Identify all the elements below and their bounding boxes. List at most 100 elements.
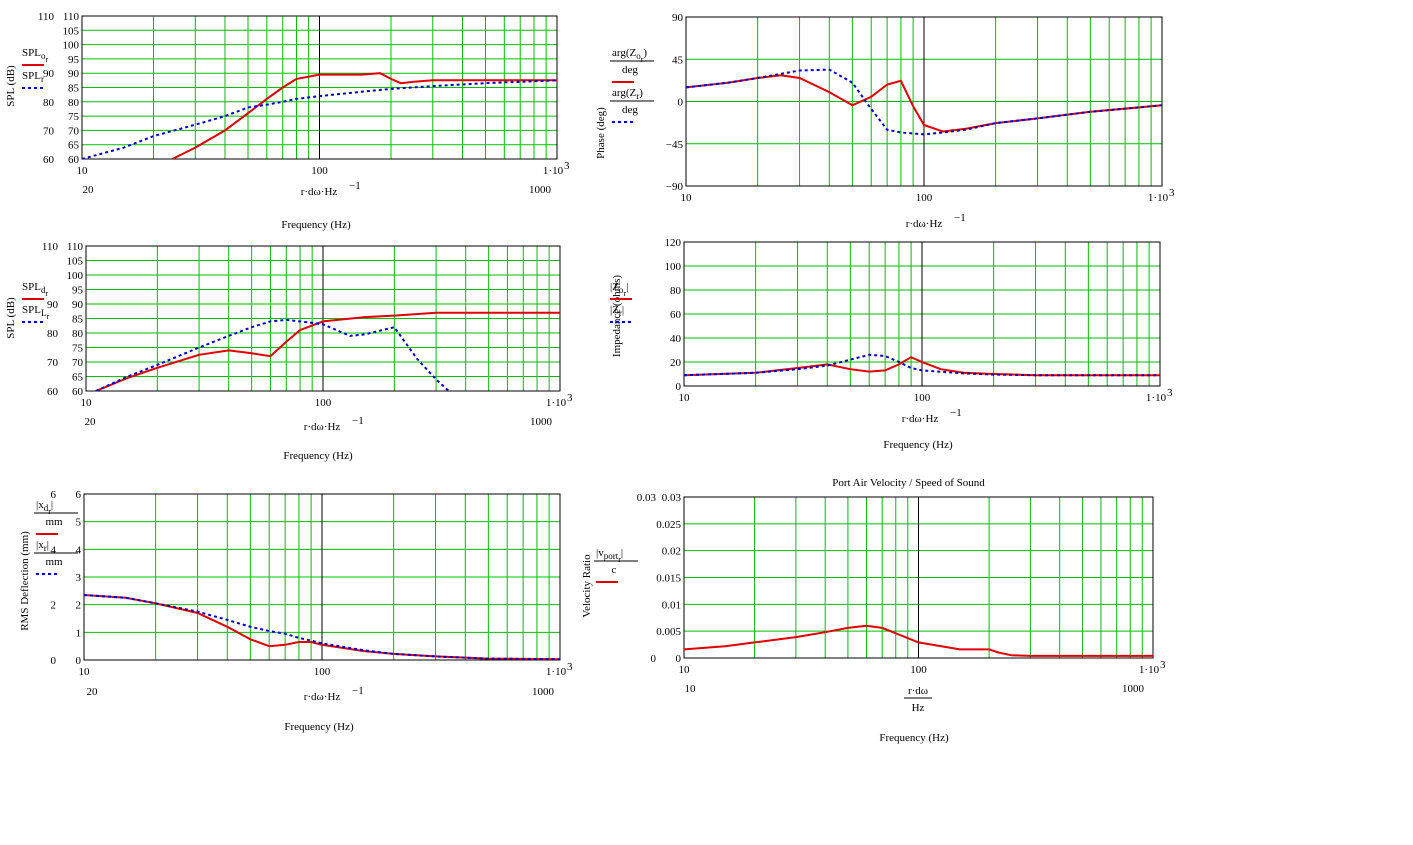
x-tick-label: 10 <box>681 192 693 204</box>
plot-frame <box>685 16 1163 187</box>
x-axis-expression: r·dω <box>908 685 928 697</box>
y-tick-label: 0 <box>76 655 82 667</box>
y-tick-label: 90 <box>68 68 80 80</box>
y-tick-label: 100 <box>67 270 84 282</box>
x-tick-labels: 10 100 1·10 3 20 1000 <box>77 160 571 196</box>
x-tick-label-exponent: 3 <box>567 392 573 404</box>
legend-entry: |xdr|mm <box>34 499 78 535</box>
plot-frame <box>83 493 561 661</box>
y-tick-labels: 110 105 100 95 90 85 80 75 70 65 60 <box>63 11 80 166</box>
legend-label: |Zor| <box>610 281 628 298</box>
y-tick-label: 75 <box>68 111 80 123</box>
legend: SPLor SPLr <box>22 47 48 89</box>
y-tick-label: 110 <box>67 241 84 253</box>
x-tick-label: 100 <box>910 664 927 676</box>
y-tick-label: 0.005 <box>656 626 681 638</box>
x-axis-title: Frequency (Hz) <box>883 439 953 451</box>
x-tick-label: 100 <box>311 165 328 177</box>
series-solid-line <box>684 356 1160 377</box>
legend-label: SPLor <box>22 47 48 64</box>
y-tick-label: 95 <box>72 285 84 297</box>
y-tick-label-secondary: 0 <box>51 655 57 667</box>
x-tick-label: 100 <box>315 397 332 409</box>
y-tick-label: 85 <box>72 314 84 326</box>
y-tick-label: 95 <box>68 54 80 66</box>
legend: SPLdr SPLLr <box>22 281 49 323</box>
legend-label: SPLLr <box>22 304 49 321</box>
x-axis-label: r·dω Hz <box>904 685 932 714</box>
x-axis-exponent: −1 <box>950 407 962 419</box>
x-tick-label-lower: 1000 <box>1122 683 1145 695</box>
x-axis-label: r·dω·Hz −1 <box>304 685 364 703</box>
y-tick-label: 75 <box>72 343 84 355</box>
x-axis-denominator: Hz <box>912 702 925 714</box>
legend-entry: arg(Zr) deg <box>610 87 654 123</box>
y-tick-label-secondary: 80 <box>43 97 55 109</box>
legend-label: arg(Zor) <box>612 47 647 64</box>
y-tick-label-secondary: 0.03 <box>637 492 657 504</box>
legend-label: SPLr <box>22 70 44 84</box>
legend-entry: SPLr <box>22 70 44 89</box>
legend-denominator: mm <box>45 556 63 568</box>
y-tick-label: 85 <box>68 83 80 95</box>
x-axis-label: r·dω·Hz −1 <box>304 415 364 433</box>
x-axis-expression: r·dω·Hz <box>304 421 341 433</box>
y-tick-label: 105 <box>63 25 80 37</box>
x-tick-label: 1·10 <box>546 397 567 409</box>
x-tick-label-lower: 10 <box>685 683 697 695</box>
y-tick-label: 0.01 <box>662 599 681 611</box>
plot-frame <box>683 241 1161 387</box>
x-axis-expression: r·dω·Hz <box>906 218 943 230</box>
y-tick-label: 70 <box>72 357 84 369</box>
y-tick-label: 3 <box>76 572 82 584</box>
y-tick-label: 80 <box>68 97 80 109</box>
y-tick-label-secondary: 60 <box>43 154 55 166</box>
legend-entry: |xr| mm <box>34 539 78 575</box>
legend-entry: arg(Zor)deg <box>610 47 654 83</box>
y-tick-label: 80 <box>670 285 682 297</box>
legend-denominator: deg <box>622 104 638 116</box>
x-tick-label: 100 <box>914 392 931 404</box>
y-tick-label-secondary: 6 <box>51 489 57 501</box>
y-tick-label-secondary: 0 <box>651 653 657 665</box>
x-axis-label: r·dω·Hz −1 <box>902 407 962 425</box>
x-tick-label: 100 <box>916 192 933 204</box>
y-tick-label: −90 <box>666 181 684 193</box>
legend-entry: |Zor| <box>610 281 632 300</box>
y-axis-label: RMS Deflection (mm) <box>19 531 31 631</box>
y-tick-label: 90 <box>672 12 684 24</box>
y-tick-label-secondary: 90 <box>47 299 59 311</box>
legend-denominator: mm <box>45 516 63 528</box>
y-tick-label: 0 <box>676 653 682 665</box>
y-tick-label: 0 <box>678 97 684 109</box>
y-tick-label: 120 <box>665 237 682 249</box>
y-tick-label: 80 <box>72 328 84 340</box>
y-tick-label: 1 <box>76 627 82 639</box>
y-tick-label: 70 <box>68 125 80 137</box>
y-tick-label: 0 <box>676 381 682 393</box>
x-tick-label-lower: 1000 <box>529 184 552 196</box>
series-solid-line <box>95 311 560 391</box>
y-tick-label: 0.015 <box>656 573 681 585</box>
y-tick-labels-secondary: 110 90 80 70 60 <box>42 241 59 398</box>
x-tick-label: 10 <box>679 392 691 404</box>
y-tick-labels-secondary: 0.03 0 <box>637 492 657 665</box>
y-tick-label: 60 <box>72 386 84 398</box>
y-axis-label: Impedance (ohms) <box>611 275 623 357</box>
series-solid-line <box>686 74 1162 133</box>
plot-frame <box>81 15 558 160</box>
y-tick-label: 0.02 <box>662 546 681 558</box>
y-tick-label: 20 <box>670 357 682 369</box>
y-tick-label: 40 <box>670 333 682 345</box>
legend-entry: SPLLr <box>22 304 49 323</box>
y-tick-label: 5 <box>76 517 82 529</box>
x-axis-exponent: −1 <box>954 212 966 224</box>
y-tick-label: 65 <box>68 140 80 152</box>
legend-entry: SPLor <box>22 47 48 66</box>
x-axis-label: r·dω·Hz −1 <box>301 180 361 198</box>
